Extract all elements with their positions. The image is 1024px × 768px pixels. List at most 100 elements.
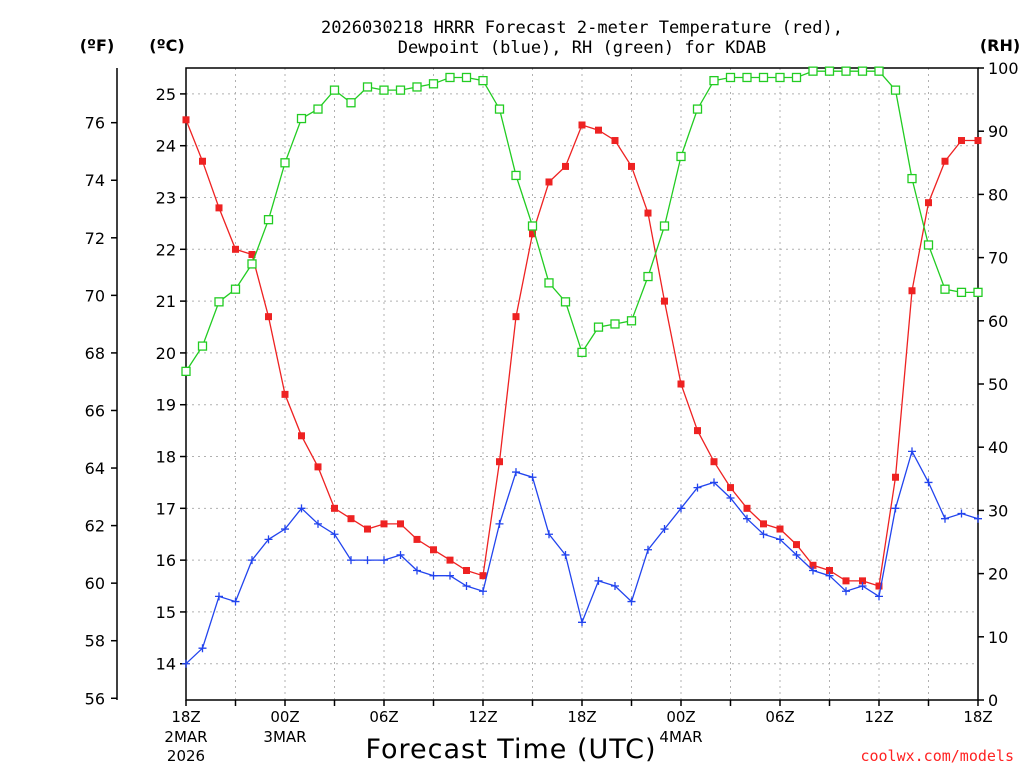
rh-data-point (742, 72, 752, 83)
temperature-data-point (925, 199, 932, 207)
dewpoint-data-point (198, 644, 207, 653)
dewpoint-data-point (809, 566, 817, 575)
dewpoint-data-point (182, 659, 190, 668)
rh-data-point (362, 82, 373, 92)
dewpoint-data-point (479, 587, 487, 596)
rh-data-point (874, 66, 884, 76)
x-tick-date-label: 4MAR (659, 728, 702, 746)
temperature-data-point (397, 520, 404, 528)
temperature-data-point (859, 577, 866, 585)
rh-data-point (758, 72, 769, 83)
temperature-data-point (793, 541, 800, 549)
temperature-data-point (661, 297, 668, 305)
temperature-data-point (941, 157, 949, 165)
temperature-data-point (496, 458, 503, 466)
dewpoint-data-point (380, 556, 388, 565)
fahrenheit-tick-label: 58 (85, 632, 105, 651)
fahrenheit-tick-label: 62 (85, 517, 105, 536)
celsius-tick-label: 20 (156, 344, 176, 363)
temperature-data-point (281, 390, 289, 398)
rh-data-point (709, 75, 719, 86)
temperature-data-point (331, 504, 338, 512)
rh-data-point (511, 170, 521, 181)
temperature-data-point (628, 162, 635, 170)
x-axis-label: Forecast Time (UTC) (365, 734, 656, 765)
fahrenheit-tick-label: 74 (85, 171, 105, 190)
x-tick-label: 06Z (765, 708, 794, 726)
rh-data-point (280, 158, 290, 168)
dewpoint-data-point (660, 525, 669, 534)
axes: 56 58 60 62 64 66 68 70 72 74 76 14 15 16 17 18 19 20 21 22… (85, 59, 1019, 765)
chart-title: 2026030218 HRRR Forecast 2-meter Tempera… (321, 18, 843, 58)
dewpoint-data-point (858, 582, 867, 591)
rh-data-point (725, 72, 736, 83)
x-tick-label: 18Z (567, 708, 596, 726)
rh-tick-label: 0 (988, 691, 998, 710)
temperature-data-point (892, 473, 899, 481)
rh-data-point (824, 66, 835, 76)
fahrenheit-tick-label: 66 (85, 401, 105, 420)
temperature-data-point (182, 116, 190, 124)
temperature-data-point (562, 162, 569, 170)
fahrenheit-tick-label: 70 (85, 286, 105, 305)
temperature-data-point (430, 546, 437, 554)
plot-frame (185, 67, 979, 701)
temperature-data-point (842, 577, 850, 585)
dewpoint-data-point (512, 468, 520, 477)
fahrenheit-unit-label: (ºF) (80, 36, 115, 55)
rh-data-point (956, 287, 967, 298)
x-tick-label: 00Z (666, 708, 695, 726)
dewpoint-data-point (842, 587, 850, 596)
series-layer (181, 66, 983, 668)
rh-tick-label: 20 (988, 565, 1008, 584)
dewpoint-data-point (446, 571, 454, 580)
temperature-data-point (908, 287, 916, 295)
dewpoint-data-point (363, 556, 372, 565)
temperature-data-point (413, 535, 421, 543)
rh-data-point (461, 72, 472, 83)
celsius-tick-label: 25 (156, 85, 176, 104)
dewpoint-data-point (314, 519, 322, 528)
dewpoint-data-point (627, 597, 636, 606)
temperature-data-point (529, 230, 536, 238)
rh-data-point (544, 278, 554, 288)
celsius-tick-label: 16 (156, 551, 176, 570)
dewpoint-data-point (710, 478, 718, 487)
gridlines (185, 68, 979, 700)
chart-title-line-1: 2026030218 HRRR Forecast 2-meter Tempera… (321, 18, 843, 38)
temperature-data-point (826, 566, 833, 574)
x-tick-date-label: 3MAR (263, 728, 306, 746)
temperature-data-point (265, 313, 272, 321)
dewpoint-data-point (545, 530, 553, 539)
rh-tick-label: 100 (988, 59, 1019, 78)
rh-data-point (791, 72, 802, 83)
temperature-data-point (694, 427, 701, 435)
dewpoint-data-point (297, 504, 306, 513)
dewpoint-data-point (347, 556, 355, 565)
dewpoint-data-point (693, 483, 702, 492)
fahrenheit-tick-label: 76 (85, 114, 105, 133)
rh-data-point (923, 240, 934, 250)
temperature-data-point (347, 515, 355, 523)
temperature-data-point (776, 525, 784, 533)
dewpoint-data-point (611, 582, 619, 591)
rh-data-point (659, 221, 670, 231)
dewpoint-data-point (462, 582, 471, 591)
temperature-data-point (958, 137, 965, 145)
x-tick-date-label: 2MAR (164, 728, 207, 746)
dewpoint-data-point (759, 530, 768, 539)
rh-tick-label: 70 (988, 249, 1008, 268)
dewpoint-data-point (677, 504, 685, 513)
rh-data-point (593, 322, 604, 332)
rh-data-point (577, 347, 587, 358)
dewpoint-data-point (215, 592, 223, 601)
rh-data-point (181, 366, 191, 377)
x-tick-label: 00Z (270, 708, 299, 726)
fahrenheit-tick-label: 64 (85, 459, 105, 478)
temperature-data-point (578, 121, 586, 129)
temperature-data-point (809, 561, 817, 569)
dewpoint-data-point (792, 550, 801, 559)
temperature-data-point (215, 204, 223, 212)
rh-data-point (379, 85, 389, 95)
